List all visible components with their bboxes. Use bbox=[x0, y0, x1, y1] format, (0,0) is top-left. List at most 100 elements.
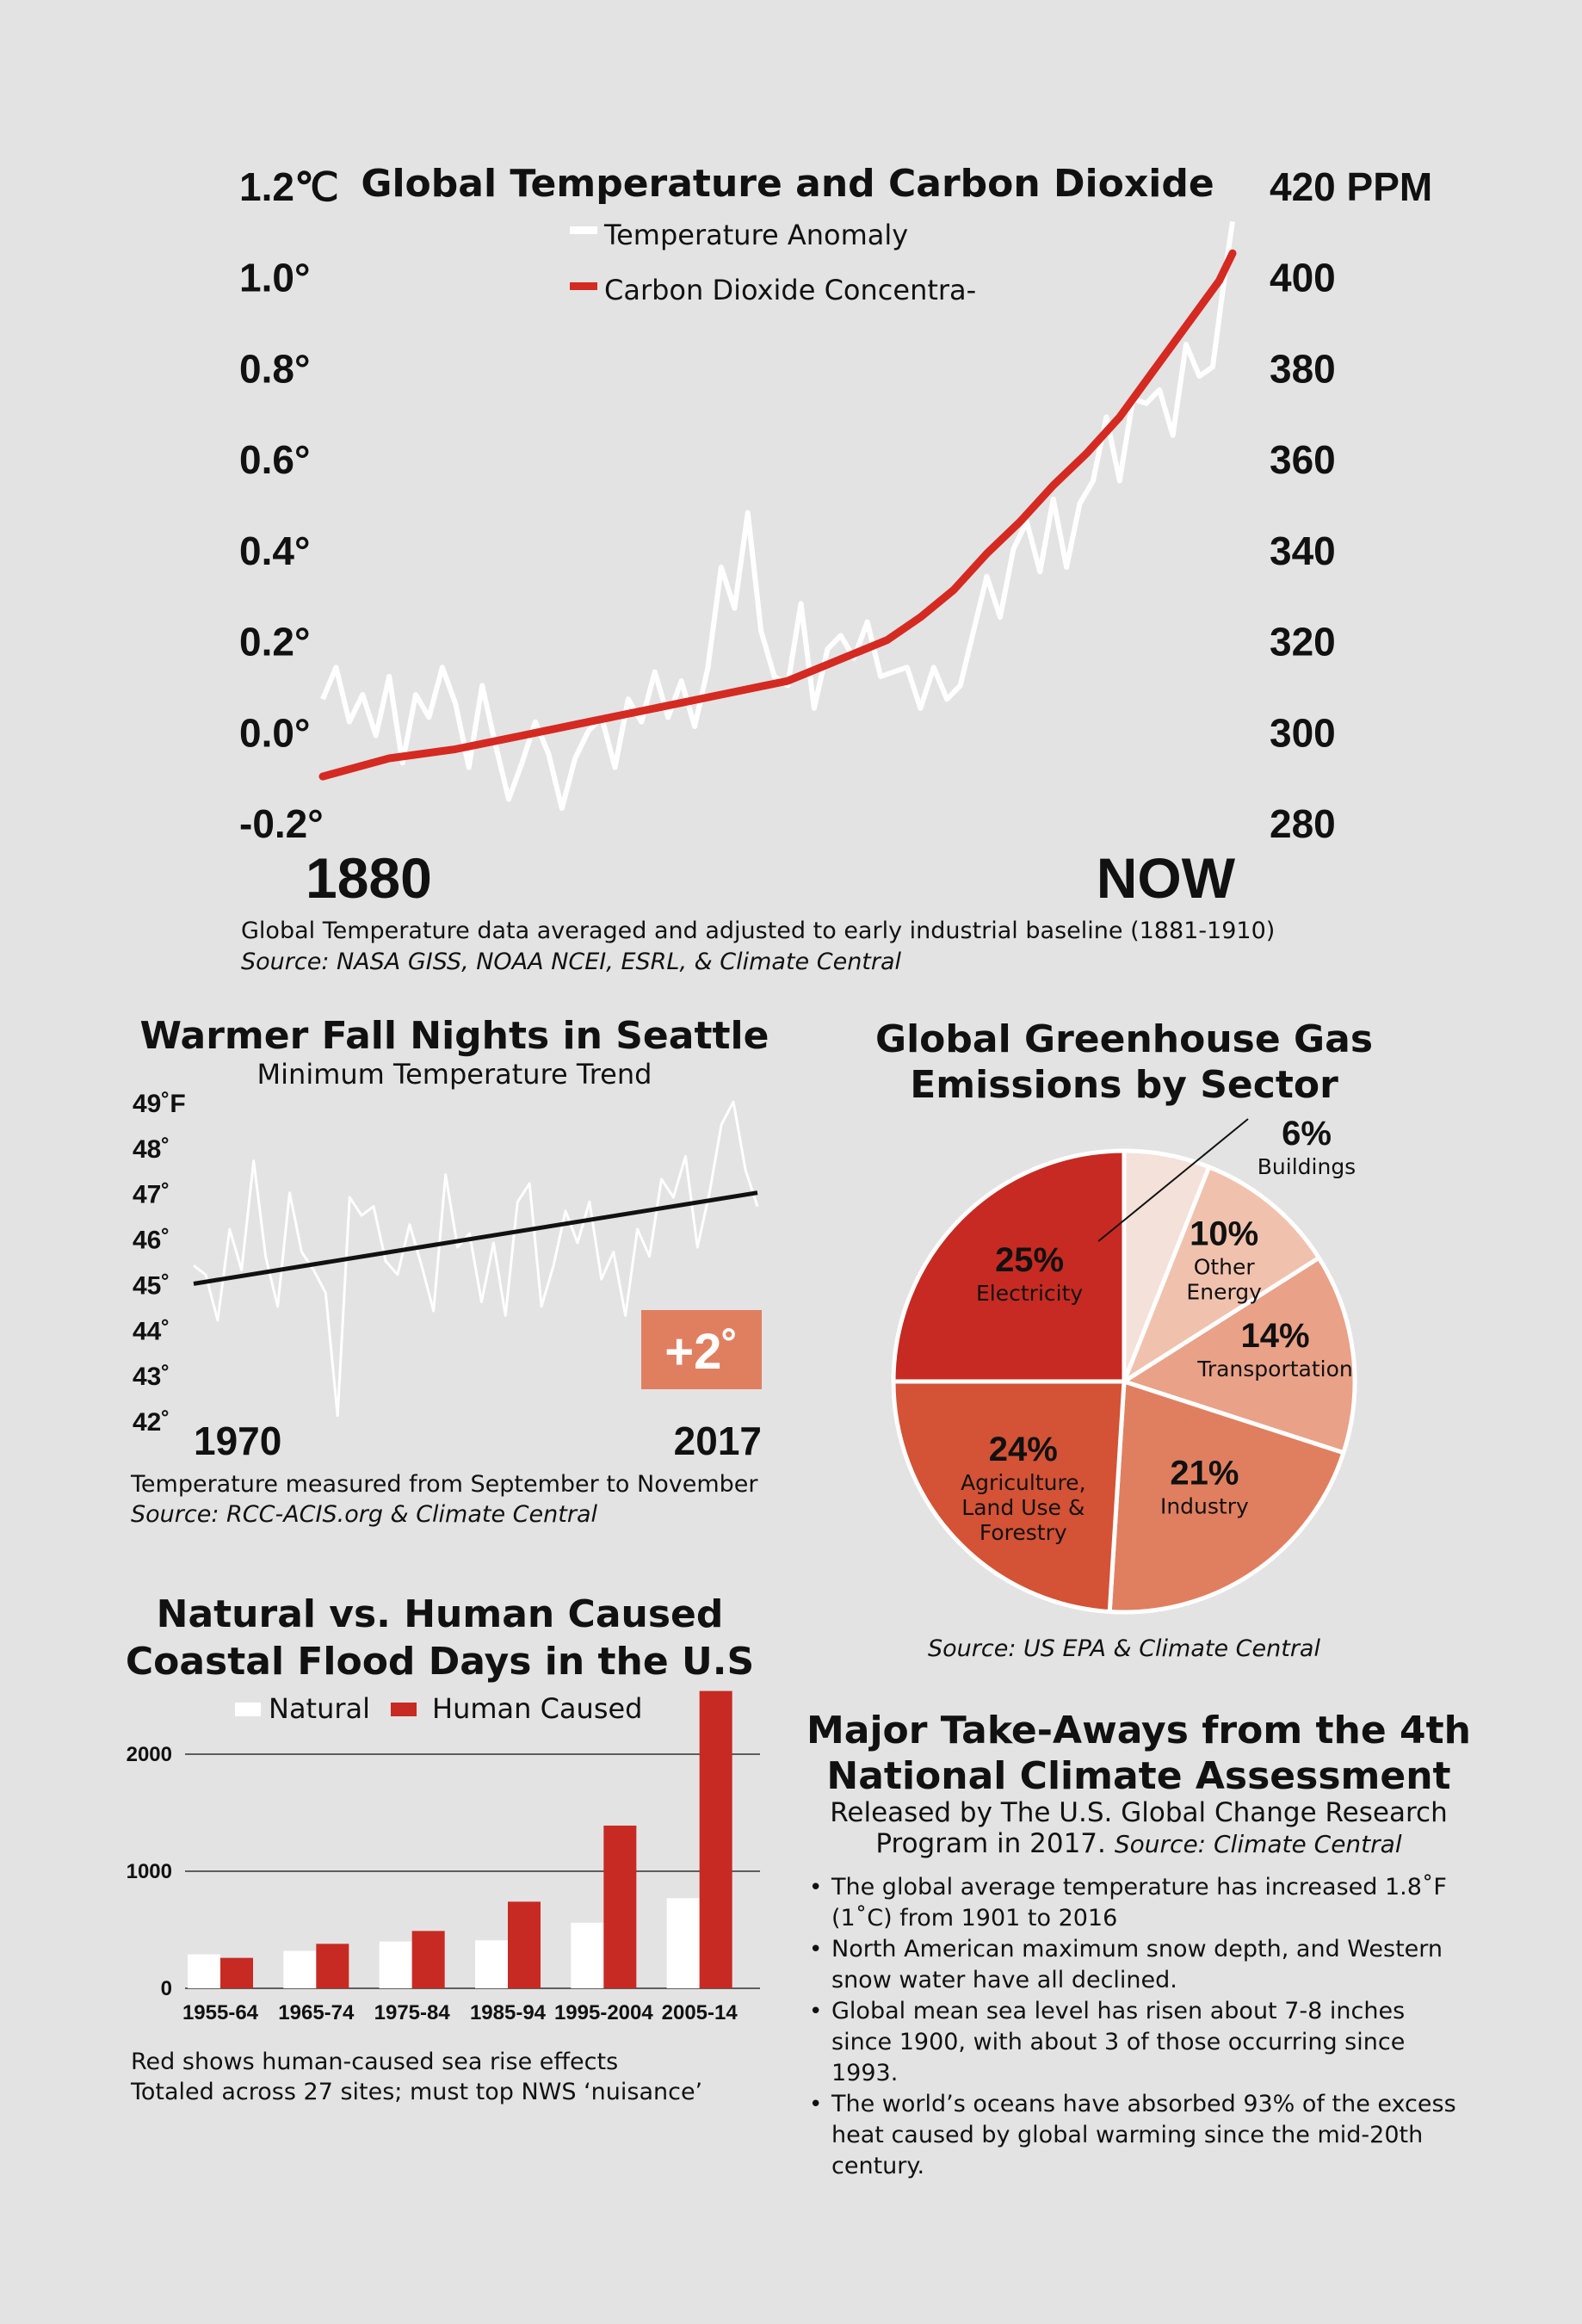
seattle-x-end: 2017 bbox=[674, 1419, 762, 1463]
takeaway-item: North American maximum snow depth, and W… bbox=[809, 1934, 1472, 1996]
pie-slice bbox=[1107, 1379, 1346, 1615]
pie-sector-label: Agriculture, bbox=[961, 1470, 1085, 1495]
seattle-badge-text: +2˚ bbox=[664, 1324, 738, 1380]
pie-pct-label: 10% bbox=[1190, 1215, 1258, 1253]
takeaway-item: The world’s oceans have absorbed 93% of … bbox=[809, 2089, 1472, 2182]
seattle-y-ticks: 49˚F 48˚ 47˚ 46˚ 45˚ 44˚ 43˚ 42˚ bbox=[133, 1090, 186, 1437]
left-axis-tick-label: 0.2° bbox=[239, 620, 310, 664]
seattle-badge bbox=[641, 1310, 762, 1389]
flood-bar-human bbox=[411, 1931, 445, 1988]
seattle-y-tick-label: 42˚ bbox=[133, 1408, 170, 1437]
pie-pct-label: 6% bbox=[1282, 1115, 1332, 1153]
right-axis-tick-label: 380 bbox=[1270, 346, 1336, 391]
pie-sector-label: Transportation bbox=[1196, 1357, 1353, 1381]
seattle-y-tick-label: 44˚ bbox=[133, 1317, 170, 1345]
flood-category-label: 1975-84 bbox=[374, 2001, 451, 2024]
left-axis-tick-label: 0.4° bbox=[239, 528, 310, 573]
x-label-start: 1880 bbox=[306, 846, 432, 910]
flood-category-label: 1985-94 bbox=[470, 2001, 547, 2024]
legend-swatch-temperature bbox=[570, 226, 597, 234]
temp-co2-title: Global Temperature and Carbon Dioxide bbox=[361, 162, 1214, 206]
flood-bar-natural bbox=[666, 1898, 700, 1988]
right-axis-tick-label: 320 bbox=[1270, 620, 1336, 664]
seattle-title: Warmer Fall Nights in Seattle bbox=[140, 1014, 769, 1058]
pie-title-line2: Emissions by Sector bbox=[910, 1063, 1338, 1107]
left-axis-tick-label: 0.8° bbox=[239, 346, 310, 391]
flood-category-label: 1955-64 bbox=[182, 2001, 259, 2024]
seattle-lines bbox=[193, 1100, 759, 1418]
left-axis-tick-label: 0.6° bbox=[239, 437, 310, 482]
seattle-y-tick-label: 43˚ bbox=[133, 1363, 170, 1391]
flood-y-tick-label: 0 bbox=[161, 1977, 172, 2000]
seattle-note: Temperature measured from September to N… bbox=[130, 1471, 758, 1498]
flood-category-labels: 1955-64 1965-74 1975-84 1985-94 1995-2004 200… bbox=[182, 2001, 738, 2024]
flood-bar-human bbox=[699, 1690, 732, 1988]
pie-sector-label: Industry bbox=[1160, 1493, 1249, 1518]
pie-slice bbox=[891, 1379, 1127, 1614]
flood-bars bbox=[188, 1690, 732, 1988]
seattle-chart: Warmer Fall Nights in Seattle Minimum Te… bbox=[130, 1014, 769, 1528]
emissions-pie-chart: Global Greenhouse Gas Emissions by Secto… bbox=[875, 1017, 1373, 1662]
flood-bar-natural bbox=[571, 1922, 604, 1988]
pie-pct-label: 21% bbox=[1170, 1454, 1239, 1492]
flood-bar-human bbox=[508, 1901, 541, 1988]
pie-sector-label: Electricity bbox=[976, 1281, 1083, 1306]
flood-category-label: 1995-2004 bbox=[554, 2001, 653, 2024]
takeaways-subtitle-program: Program in 2017. bbox=[875, 1828, 1106, 1859]
pie-slice bbox=[1122, 1255, 1357, 1456]
seattle-y-tick-label: 45˚ bbox=[133, 1271, 170, 1300]
flood-note-2: Totaled across 27 sites; must top NWS ‘n… bbox=[130, 2079, 702, 2105]
seattle-trend-line bbox=[193, 1190, 758, 1286]
left-axis-tick-label: 1.2℃ bbox=[239, 164, 339, 209]
co2-concentration-line bbox=[318, 249, 1237, 781]
right-axis-tick-label: 400 bbox=[1270, 256, 1336, 300]
seattle-source: Source: RCC-ACIS.org & Climate Central bbox=[131, 1501, 597, 1528]
takeaways-subtitle-source: Source: Climate Central bbox=[1115, 1830, 1402, 1858]
pie-pct-label: 25% bbox=[995, 1241, 1064, 1279]
pie-pct-label: 14% bbox=[1240, 1317, 1309, 1355]
legend-label-natural: Natural bbox=[269, 1692, 370, 1725]
pie-source: Source: US EPA & Climate Central bbox=[928, 1635, 1320, 1662]
pie-pct-label: 24% bbox=[989, 1431, 1058, 1468]
flood-bar-natural bbox=[283, 1950, 317, 1988]
seattle-subtitle: Minimum Temperature Trend bbox=[257, 1058, 652, 1091]
flood-bar-human bbox=[316, 1944, 349, 1988]
left-axis-tick-label: 0.0° bbox=[239, 710, 310, 755]
temp-co2-source: Source: NASA GISS, NOAA NCEI, ESRL, & Cl… bbox=[241, 949, 902, 975]
flood-bar-natural bbox=[475, 1940, 508, 1988]
pie-sector-label: Energy bbox=[1186, 1280, 1262, 1305]
legend-swatch-natural bbox=[235, 1703, 261, 1716]
legend-label-human: Human Caused bbox=[432, 1692, 642, 1725]
takeaways-subtitle-line2: Program in 2017. Source: Climate Central bbox=[875, 1828, 1401, 1859]
takeaways-title-line2: National Climate Assessment bbox=[826, 1754, 1450, 1798]
seattle-y-tick-label: 48˚ bbox=[133, 1135, 170, 1164]
pie-sector-label: Buildings bbox=[1258, 1154, 1356, 1179]
takeaway-item: Global mean sea level has risen about 7-… bbox=[809, 1996, 1472, 2089]
seattle-min-temp-line bbox=[193, 1100, 759, 1418]
right-axis-tick-label: 280 bbox=[1270, 801, 1336, 846]
pie-slices bbox=[891, 1148, 1357, 1615]
takeaways-subtitle-line1: Released by The U.S. Global Change Resea… bbox=[830, 1797, 1447, 1828]
seattle-y-tick-label: 47˚ bbox=[133, 1181, 170, 1209]
pie-sector-label: Land Use & bbox=[961, 1495, 1085, 1520]
takeaways-header: Major Take-Aways from the 4th National C… bbox=[806, 1709, 1471, 1859]
right-axis-tick-label: 360 bbox=[1270, 437, 1336, 482]
flood-bar-human bbox=[220, 1957, 253, 1988]
flood-bar-natural bbox=[188, 1954, 220, 1988]
flood-gridlines: 2000 1000 0 bbox=[127, 1743, 760, 2000]
legend-swatch-human bbox=[391, 1703, 417, 1716]
legend-label-temperature: Temperature Anomaly bbox=[603, 219, 908, 251]
right-axis-ticks: 420 PPM 400 380 360 340 320 300 280 bbox=[1270, 164, 1432, 846]
pie-slice bbox=[1122, 1165, 1321, 1384]
takeaways-list: The global average temperature has incre… bbox=[809, 1872, 1472, 2182]
legend-swatch-co2 bbox=[570, 282, 597, 290]
pie-sector-label: Other bbox=[1194, 1255, 1256, 1280]
takeaway-item: The global average temperature has incre… bbox=[809, 1872, 1472, 1934]
x-label-end: NOW bbox=[1097, 846, 1236, 910]
temperature-anomaly-line bbox=[320, 220, 1235, 812]
left-axis-tick-label: 1.0° bbox=[239, 256, 310, 300]
flood-bar-chart: Natural vs. Human Caused Coastal Flood D… bbox=[126, 1592, 760, 2105]
flood-title-line1: Natural vs. Human Caused bbox=[157, 1592, 724, 1636]
